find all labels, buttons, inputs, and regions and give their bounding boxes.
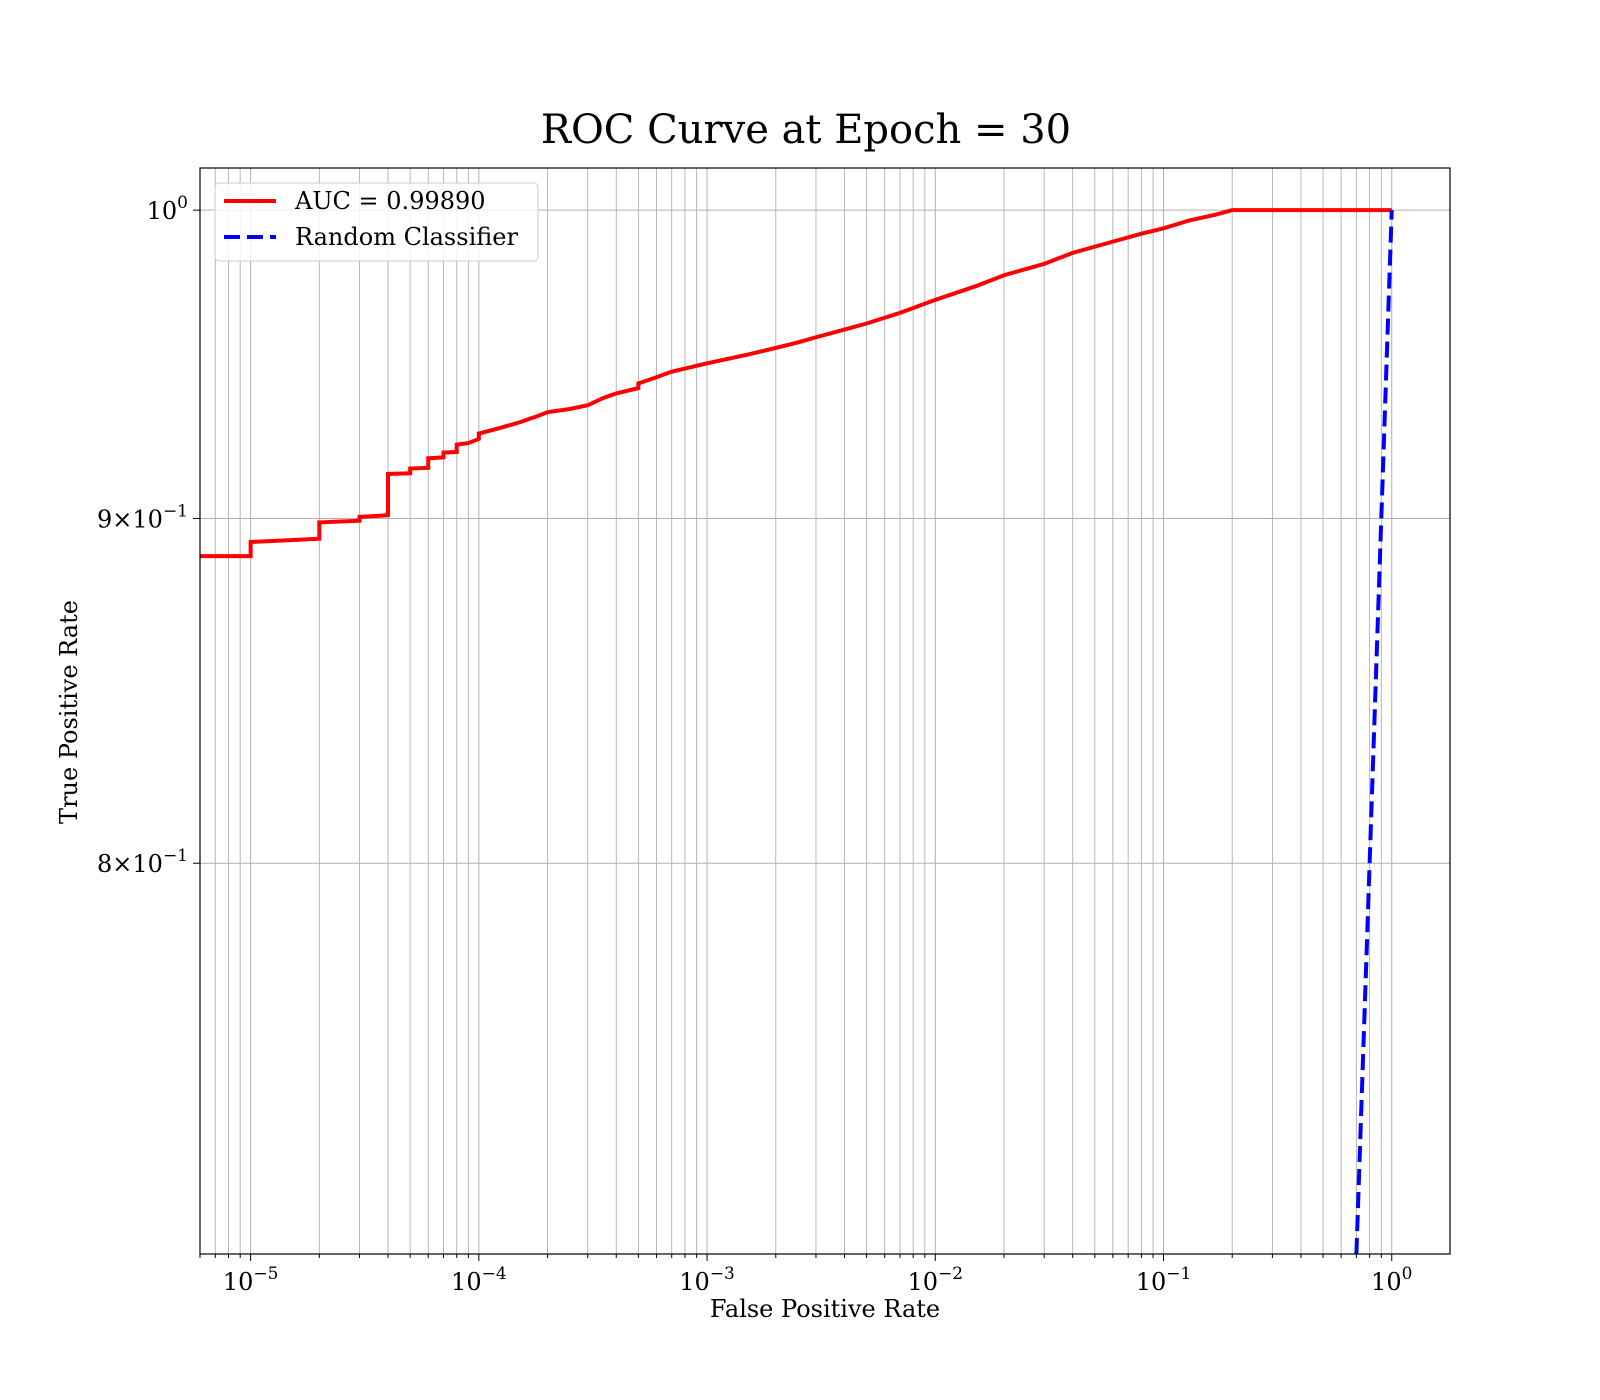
legend: AUC = 0.99890 Random Classifier: [214, 182, 539, 262]
series-line-auc: [200, 208, 1392, 559]
chart-title: ROC Curve at Epoch = 30: [541, 107, 1071, 153]
plot-series: [200, 208, 1394, 1255]
grid: [199, 168, 1450, 1254]
legend-label-random-classifier: Random Classifier: [295, 223, 518, 251]
y-tick-label: 8×10−1: [97, 846, 188, 878]
y-tick-label: 9×10−1: [97, 501, 188, 533]
y-tick-label: 100: [147, 193, 188, 225]
x-tick-label: 100: [1371, 1264, 1412, 1296]
plot-frame: [199, 167, 1451, 1255]
axis-ticks: 10−5 10−4 10−3 10−2 10−1 100 100 9×10−1 8×10−1: [97, 193, 1412, 1296]
x-tick-label: 10−3: [679, 1264, 735, 1296]
x-tick-label: 10−5: [223, 1264, 279, 1296]
legend-box: [214, 182, 539, 262]
y-axis-label: True Positive Rate: [55, 600, 83, 824]
legend-label-auc: AUC = 0.99890: [294, 187, 486, 215]
x-tick-label: 10−1: [1136, 1264, 1192, 1296]
x-axis-label: False Positive Rate: [710, 1295, 940, 1323]
x-tick-label: 10−4: [451, 1264, 507, 1296]
x-tick-label: 10−2: [907, 1264, 963, 1296]
series-line-random-classifier: [1354, 210, 1394, 1255]
